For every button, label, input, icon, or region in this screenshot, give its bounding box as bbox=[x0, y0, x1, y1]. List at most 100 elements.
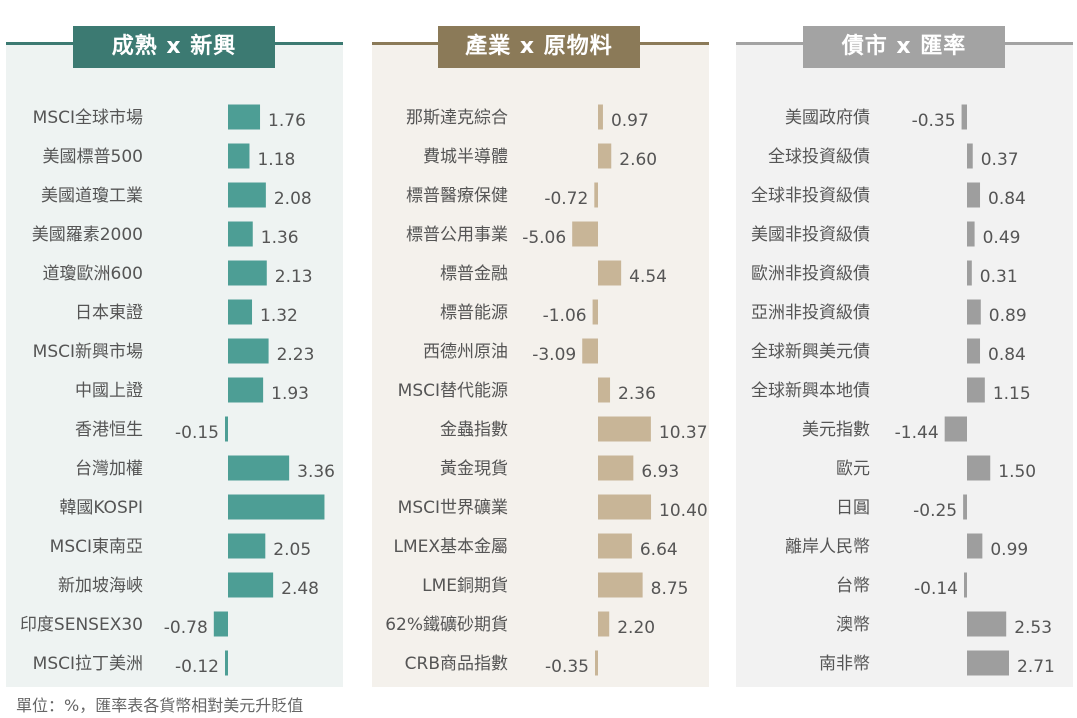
bar bbox=[213, 611, 228, 637]
value-label: 1.93 bbox=[271, 384, 309, 404]
value-label: 0.49 bbox=[983, 228, 1021, 248]
panel-header: 產業 x 原物料 bbox=[438, 26, 640, 68]
category-label: 新加坡海峽 bbox=[58, 576, 143, 596]
value-label: 8.75 bbox=[651, 579, 689, 599]
category-label: 南非幣 bbox=[819, 654, 870, 674]
value-label: -0.35 bbox=[545, 657, 589, 677]
bar bbox=[228, 533, 266, 559]
value-label: 0.84 bbox=[988, 189, 1026, 209]
bar bbox=[967, 338, 981, 364]
bar bbox=[598, 416, 651, 442]
bar bbox=[944, 416, 967, 442]
category-label: 美元指數 bbox=[802, 420, 870, 440]
bar bbox=[225, 650, 228, 676]
category-label: 全球投資級債 bbox=[768, 147, 870, 167]
bar bbox=[598, 611, 610, 637]
value-label: -0.35 bbox=[912, 111, 956, 131]
category-label: MSCI東南亞 bbox=[50, 537, 143, 557]
panel-header: 債市 x 匯率 bbox=[803, 26, 1005, 68]
bar bbox=[967, 455, 991, 481]
category-label: 黃金現貨 bbox=[440, 459, 508, 479]
chart-bond-fx: 美國政府債 -0.35 全球投資級債 0.37 全球非投資級債 0.84 美國非投資級債 0.… bbox=[751, 104, 1055, 677]
bar bbox=[598, 572, 643, 598]
bar bbox=[598, 494, 652, 520]
category-label: 全球新興美元債 bbox=[751, 342, 870, 362]
bar bbox=[598, 104, 603, 130]
panel-bond-fx: 債市 x 匯率 美國政府債 -0.35 全球投資級債 0.37 全球非投資級債 0.84 美… bbox=[736, 26, 1073, 687]
value-label: 0.37 bbox=[981, 150, 1019, 170]
category-label: 美國道瓊工業 bbox=[41, 186, 143, 206]
category-label: 日圓 bbox=[836, 498, 870, 518]
category-label: 美國政府債 bbox=[785, 108, 870, 128]
value-label: 2.23 bbox=[277, 345, 315, 365]
value-label: 2.60 bbox=[619, 150, 657, 170]
bar bbox=[598, 377, 611, 403]
bar bbox=[598, 143, 612, 169]
category-label: LMEX基本金屬 bbox=[393, 537, 508, 557]
value-label: 0.84 bbox=[988, 345, 1026, 365]
category-label: MSCI新興市場 bbox=[33, 342, 143, 362]
category-label: 標普醫療保健 bbox=[406, 186, 508, 206]
chart-sector-commodity: 那斯達克綜合 0.97 費城半導體 2.60 標普醫療保健 -0.72 標普公用事業 -5.0… bbox=[385, 104, 708, 677]
category-label: 費城半導體 bbox=[423, 147, 508, 167]
bar bbox=[598, 455, 634, 481]
panel-header: 成熟 x 新興 bbox=[73, 26, 275, 68]
bar bbox=[964, 572, 967, 598]
value-label: 10.37 bbox=[659, 423, 708, 443]
bar bbox=[228, 299, 253, 325]
bar bbox=[961, 104, 967, 130]
category-label: 標普公用事業 bbox=[406, 225, 508, 245]
bar bbox=[967, 650, 1010, 676]
bar bbox=[598, 260, 622, 286]
bar bbox=[967, 299, 981, 325]
value-label: -0.12 bbox=[175, 657, 219, 677]
category-label: 離岸人民幣 bbox=[785, 537, 870, 557]
value-label: 2.48 bbox=[281, 579, 319, 599]
category-label: MSCI替代能源 bbox=[398, 381, 508, 401]
bar bbox=[594, 182, 598, 208]
category-label: LME銅期貨 bbox=[422, 576, 508, 596]
bar bbox=[598, 533, 632, 559]
value-label: 2.05 bbox=[273, 540, 311, 560]
bar bbox=[228, 494, 325, 520]
category-label: 印度SENSEX30 bbox=[20, 615, 143, 635]
bar bbox=[228, 260, 267, 286]
bar bbox=[967, 611, 1007, 637]
category-label: 金蟲指數 bbox=[440, 420, 508, 440]
bar bbox=[225, 416, 228, 442]
value-label: 0.89 bbox=[989, 306, 1027, 326]
value-label: 10.40 bbox=[659, 501, 708, 521]
panel-sector-commodity: 產業 x 原物料 那斯達克綜合 0.97 費城半導體 2.60 標普醫療保健 -0.72 標… bbox=[372, 26, 709, 687]
bar bbox=[572, 221, 598, 247]
value-label: 1.32 bbox=[260, 306, 298, 326]
bar bbox=[582, 338, 598, 364]
category-label: 台幣 bbox=[836, 576, 870, 596]
bar bbox=[592, 299, 598, 325]
panel-mature-emerging: 成熟 x 新興 MSCI全球市場 1.76 美國標普500 1.18 美國道瓊工業 2.0… bbox=[6, 26, 343, 687]
category-label: 香港恒生 bbox=[75, 420, 143, 440]
category-label: 美國羅素2000 bbox=[32, 225, 143, 245]
bar bbox=[967, 143, 973, 169]
bar bbox=[595, 650, 598, 676]
value-label: -0.14 bbox=[914, 579, 958, 599]
category-label: 中國上證 bbox=[75, 381, 143, 401]
bar bbox=[228, 338, 269, 364]
value-label: -0.72 bbox=[544, 189, 588, 209]
category-label: 西德州原油 bbox=[423, 342, 508, 362]
category-label: 美國標普500 bbox=[43, 147, 143, 167]
category-label: MSCI拉丁美洲 bbox=[33, 654, 143, 674]
category-label: 歐元 bbox=[836, 459, 870, 479]
bar bbox=[228, 455, 290, 481]
category-label: MSCI全球市場 bbox=[33, 108, 143, 128]
category-label: 62%鐵礦砂期貨 bbox=[385, 615, 508, 635]
value-label: 4.54 bbox=[629, 267, 667, 287]
value-label: -0.78 bbox=[164, 618, 208, 638]
bar bbox=[963, 494, 967, 520]
value-label: -1.06 bbox=[543, 306, 587, 326]
value-label: 2.08 bbox=[274, 189, 312, 209]
category-label: 韓國KOSPI bbox=[59, 498, 143, 518]
category-label: 亞洲非投資級債 bbox=[751, 303, 870, 323]
value-label: 2.71 bbox=[1017, 657, 1055, 677]
bar bbox=[228, 572, 274, 598]
category-label: 歐洲非投資級債 bbox=[751, 264, 870, 284]
